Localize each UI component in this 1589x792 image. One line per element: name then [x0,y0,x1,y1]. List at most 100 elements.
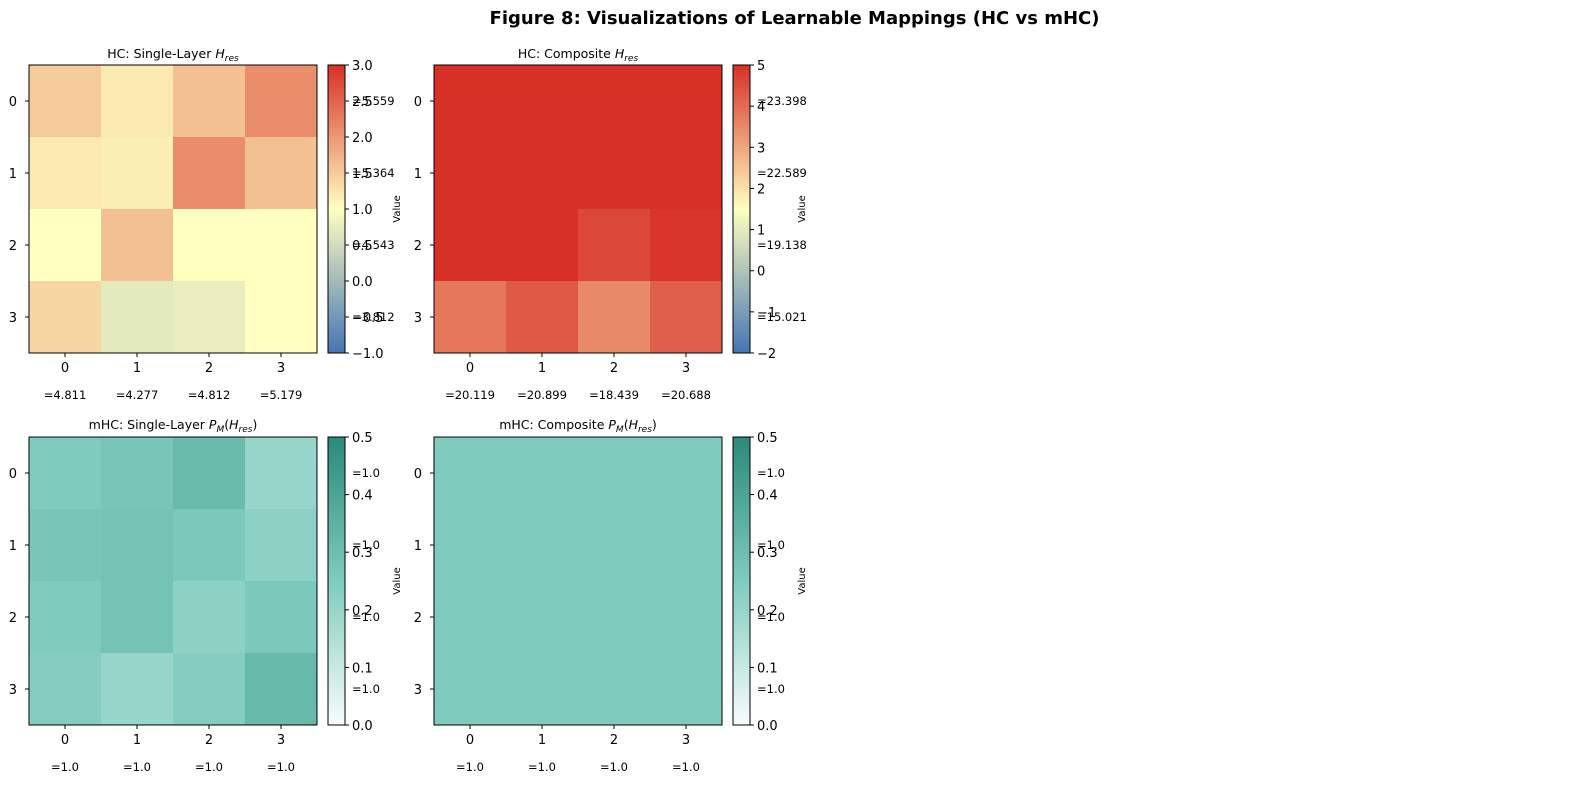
heatmap-cell-r2-c3 [245,581,318,654]
colorbar-tick-label: 2.5 [352,95,373,110]
column-sum-label: =20.899 [517,388,567,402]
heatmap-cell-r1-c1 [101,509,174,582]
heatmap-panel-3: mHC: Composite PM(Hres) 0 1 2 3 =1.0 =1.0 =1.0 =… [414,417,808,774]
column-sum-label: =20.688 [661,388,711,402]
colorbar-tick-label: 0.0 [757,719,778,734]
x-tick-label: 2 [610,361,618,376]
y-tick-label: 2 [9,611,17,626]
heatmap-cell-r3-c0 [434,281,507,354]
heatmap-frame [28,436,318,726]
heatmap-cell-r2-c1 [506,581,579,654]
heatmap-cell-r3-c0 [434,653,507,726]
y-tick-label: 1 [414,167,422,182]
heatmap-cell-r1-c3 [245,137,318,210]
panel-title: HC: Single-Layer Hres [107,46,239,64]
y-tick-label: 1 [9,167,17,182]
heatmap-cell-r0-c2 [578,65,651,138]
row-sum-label: =1.0 [757,466,785,480]
y-tick-label: 3 [414,683,422,698]
x-tick-label: 3 [682,361,690,376]
heatmap-cell-r0-c1 [506,437,579,510]
row-sum-label: =15.021 [757,310,807,324]
row-sum-label: =1.0 [757,538,785,552]
heatmap-cell-r0-c0 [29,65,102,138]
colorbar-tick-label: 1.0 [352,203,373,218]
heatmap-panel-0: HC: Single-Layer Hres 0 1 2 3 =4.811 =4.277 =4.… [9,46,403,402]
column-sum-label: =1.0 [51,760,79,774]
x-tick-label: 3 [277,733,285,748]
y-tick-label: 2 [414,611,422,626]
heatmap-cell-r3-c3 [245,281,318,354]
heatmap-cell-r1-c1 [506,509,579,582]
row-sum-label: =3.812 [352,310,395,324]
colorbar-label: Value [797,195,808,222]
colorbar [327,64,346,354]
y-tick-label: 3 [9,683,17,698]
heatmap-cell-r1-c0 [434,137,507,210]
heatmap-cell-r1-c3 [245,509,318,582]
heatmap-cell-r3-c3 [650,281,723,354]
x-tick-label: 1 [133,733,141,748]
x-tick-label: 1 [538,733,546,748]
heatmap-panel-2: mHC: Single-Layer PM(Hres) 0 1 2 3 =1.0 =1.0 =1… [9,417,403,774]
heatmap-cell-r0-c1 [101,437,174,510]
heatmap-cell-r1-c3 [650,137,723,210]
colorbar-tick-label: −1 [757,306,776,321]
colorbar-tick-label: 3 [757,141,765,156]
heatmap-cell-r0-c2 [173,65,246,138]
heatmap-cell-r2-c3 [650,209,723,282]
colorbar-tick-label: −2 [757,347,776,362]
heatmap-cell-r2-c2 [578,209,651,282]
colorbar-tick-label: 0.1 [352,661,373,676]
heatmap-cell-r1-c2 [173,137,246,210]
heatmap-cell-r1-c2 [578,509,651,582]
column-sum-label: =1.0 [600,760,628,774]
row-sum-label: =1.0 [352,610,380,624]
heatmap-cell-r0-c0 [434,65,507,138]
heatmap-cell-r0-c1 [101,65,174,138]
colorbar-tick-label: 0 [757,265,765,280]
column-sum-label: =1.0 [672,760,700,774]
colorbar-tick-label: 0.0 [352,275,373,290]
x-tick-label: 3 [682,733,690,748]
row-sum-label: =4.543 [352,238,395,252]
heatmap-cell-r3-c3 [245,653,318,726]
heatmap-cell-r2-c2 [173,209,246,282]
colorbar-tick-label: 1.5 [352,167,373,182]
heatmap-cell-r2-c0 [434,209,507,282]
heatmap-cell-r3-c2 [578,653,651,726]
heatmap-cell-r2-c2 [578,581,651,654]
heatmap-cell-r0-c2 [578,437,651,510]
colorbar-tick-label: 0.5 [352,239,373,254]
y-tick-label: 0 [9,95,17,110]
heatmap-cell-r2-c2 [173,581,246,654]
heatmap-cell-r2-c0 [434,581,507,654]
colorbar-tick-label: 0.0 [352,719,373,734]
x-tick-label: 1 [133,361,141,376]
column-sum-label: =4.811 [44,388,87,402]
heatmap-cell-r2-c3 [650,581,723,654]
column-sum-label: =20.119 [445,388,495,402]
heatmap-cell-r0-c0 [434,437,507,510]
column-sum-label: =1.0 [123,760,151,774]
colorbar-label: Value [797,567,808,594]
heatmap-cell-r1-c1 [101,137,174,210]
row-sum-label: =1.0 [352,538,380,552]
colorbar-tick-label: 2 [757,182,765,197]
y-tick-label: 1 [414,539,422,554]
row-sum-label: =1.0 [352,466,380,480]
y-tick-label: 2 [9,239,17,254]
heatmap-cell-r0-c3 [245,437,318,510]
heatmap-cell-r1-c0 [434,509,507,582]
heatmap-cell-r2-c0 [29,581,102,654]
x-tick-label: 2 [205,733,213,748]
heatmap-cell-r3-c0 [29,653,102,726]
row-sum-label: =23.398 [757,94,807,108]
colorbar-tick-label: 4 [757,100,765,115]
heatmap-cell-r1-c2 [173,509,246,582]
x-tick-label: 0 [61,733,69,748]
heatmap-cell-r3-c1 [506,653,579,726]
heatmap-cell-r1-c0 [29,137,102,210]
heatmap-cell-r0-c2 [173,437,246,510]
x-tick-label: 2 [205,361,213,376]
